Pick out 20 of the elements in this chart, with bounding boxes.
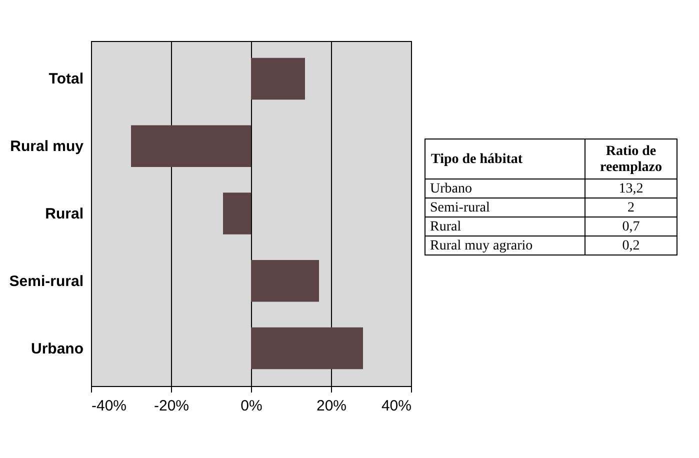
y-tick-label: Semi-rural — [9, 272, 84, 290]
y-tick-label: Urbano — [31, 340, 84, 358]
text: Tipo de hábitat — [431, 152, 523, 167]
y-tick-label: Total — [48, 70, 84, 88]
x-tick-label: 20% — [316, 398, 347, 414]
data-label: 0,7 — [622, 220, 640, 234]
y-tick-label: Rural muy — [10, 138, 84, 156]
x-tick-label: -40% — [92, 398, 127, 414]
data-label: 2 — [628, 200, 634, 216]
category-label: Urbano — [430, 182, 472, 196]
x-tick-label: -20% — [154, 398, 190, 414]
x-tick-label: 40% — [381, 398, 412, 414]
data-label: 13,2 — [618, 182, 644, 196]
category-label: Rural — [430, 220, 462, 234]
data-label: 0,2 — [622, 238, 640, 254]
text: Ratio de reemplazo — [600, 144, 662, 175]
x-tick-label: 0% — [240, 398, 262, 414]
category-label: Semi-rural — [430, 200, 490, 216]
y-tick-label: Rural — [45, 206, 84, 222]
category-label: Rural muy agrario — [430, 238, 533, 254]
